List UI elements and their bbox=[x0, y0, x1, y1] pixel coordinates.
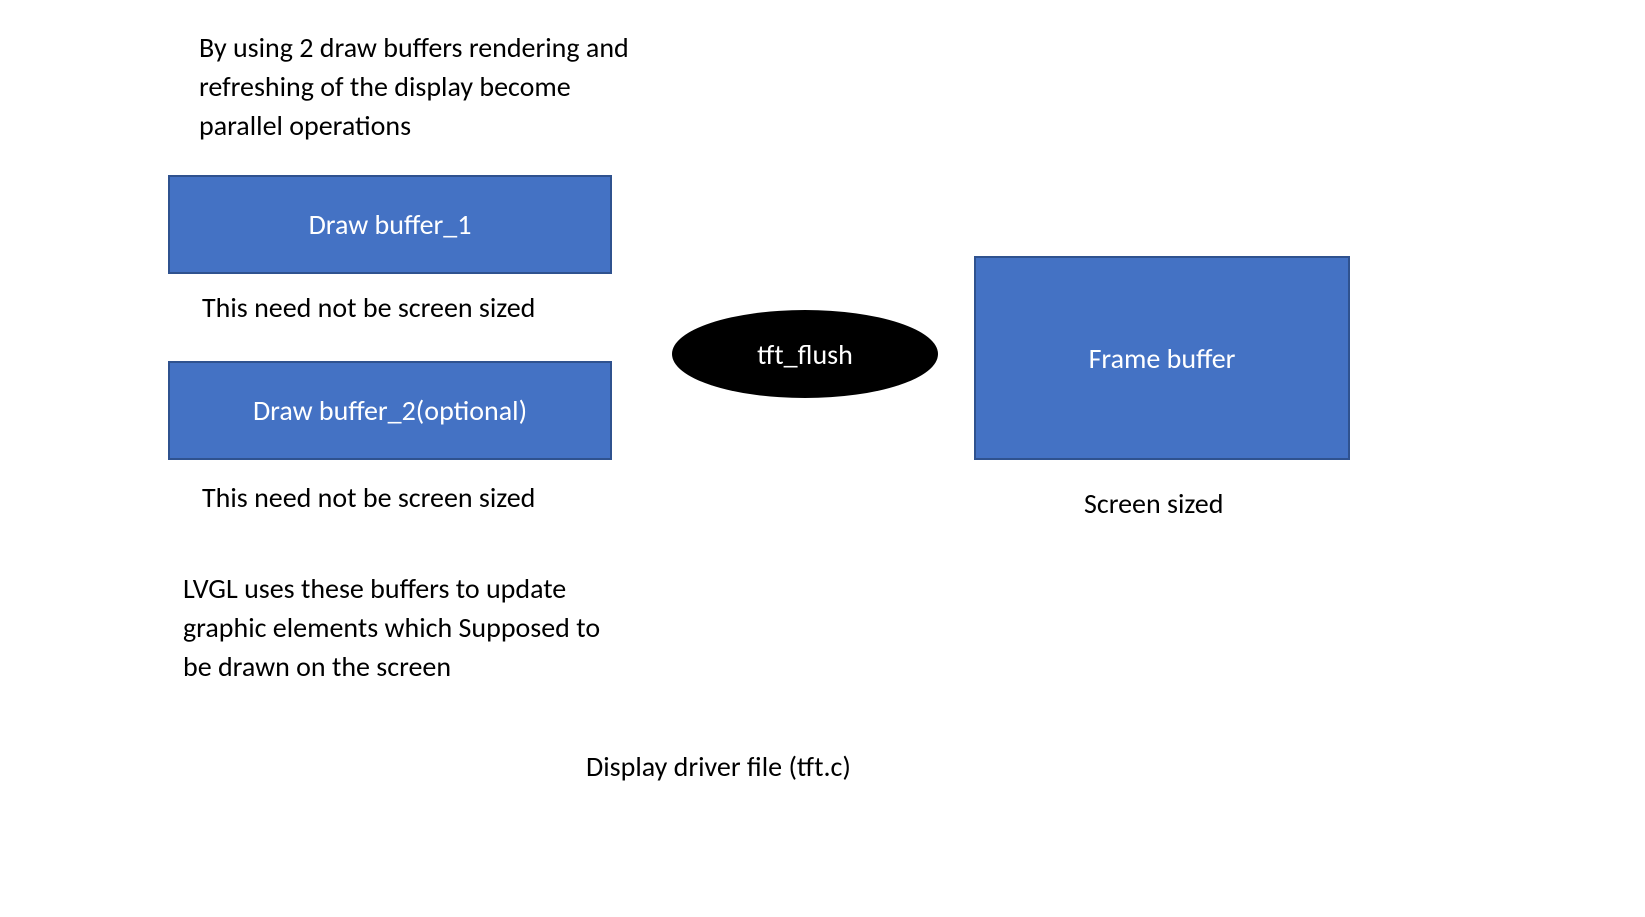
draw-buffer-1-caption: This need not be screen sized bbox=[202, 288, 535, 327]
lvgl-text: LVGL uses these buffers to update graphi… bbox=[183, 569, 633, 687]
frame-buffer-label: Frame buffer bbox=[1089, 341, 1236, 376]
draw-buffer-1-box: Draw buffer_1 bbox=[168, 175, 612, 274]
draw-buffer-2-label: Draw buffer_2(optional) bbox=[253, 393, 527, 428]
draw-buffer-2-caption: This need not be screen sized bbox=[202, 478, 535, 517]
intro-text: By using 2 draw buffers rendering and re… bbox=[199, 28, 649, 146]
tft-flush-ellipse: tft_flush bbox=[672, 310, 938, 398]
tft-flush-label: tft_flush bbox=[757, 337, 853, 372]
draw-buffer-2-box: Draw buffer_2(optional) bbox=[168, 361, 612, 460]
footer-text: Display driver file (tft.c) bbox=[586, 747, 851, 786]
frame-buffer-box: Frame buffer bbox=[974, 256, 1350, 460]
draw-buffer-1-label: Draw buffer_1 bbox=[309, 207, 472, 242]
frame-buffer-caption: Screen sized bbox=[1084, 484, 1223, 523]
